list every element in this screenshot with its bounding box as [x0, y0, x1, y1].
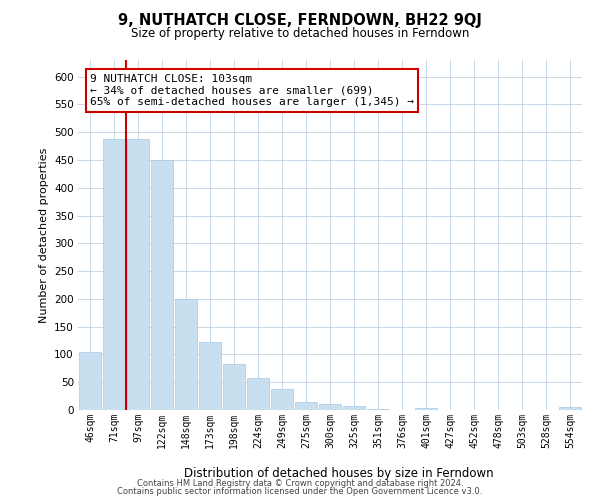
- Bar: [367, 409, 389, 410]
- Bar: [415, 408, 437, 410]
- Text: 9 NUTHATCH CLOSE: 103sqm
← 34% of detached houses are smaller (699)
65% of semi-: 9 NUTHATCH CLOSE: 103sqm ← 34% of detach…: [90, 74, 414, 107]
- Bar: [559, 407, 581, 410]
- Bar: [199, 342, 221, 410]
- Text: Size of property relative to detached houses in Ferndown: Size of property relative to detached ho…: [131, 28, 469, 40]
- Text: Contains HM Land Registry data © Crown copyright and database right 2024.: Contains HM Land Registry data © Crown c…: [137, 478, 463, 488]
- Bar: [79, 352, 101, 410]
- Bar: [295, 402, 317, 410]
- Bar: [343, 406, 365, 410]
- Text: Contains public sector information licensed under the Open Government Licence v3: Contains public sector information licen…: [118, 487, 482, 496]
- Bar: [103, 140, 125, 410]
- Bar: [175, 299, 197, 410]
- Bar: [151, 160, 173, 410]
- Bar: [319, 404, 341, 410]
- Bar: [247, 378, 269, 410]
- Bar: [127, 140, 149, 410]
- Bar: [223, 364, 245, 410]
- Text: 9, NUTHATCH CLOSE, FERNDOWN, BH22 9QJ: 9, NUTHATCH CLOSE, FERNDOWN, BH22 9QJ: [118, 12, 482, 28]
- Bar: [271, 389, 293, 410]
- Text: Distribution of detached houses by size in Ferndown: Distribution of detached houses by size …: [184, 467, 494, 480]
- Y-axis label: Number of detached properties: Number of detached properties: [38, 148, 49, 322]
